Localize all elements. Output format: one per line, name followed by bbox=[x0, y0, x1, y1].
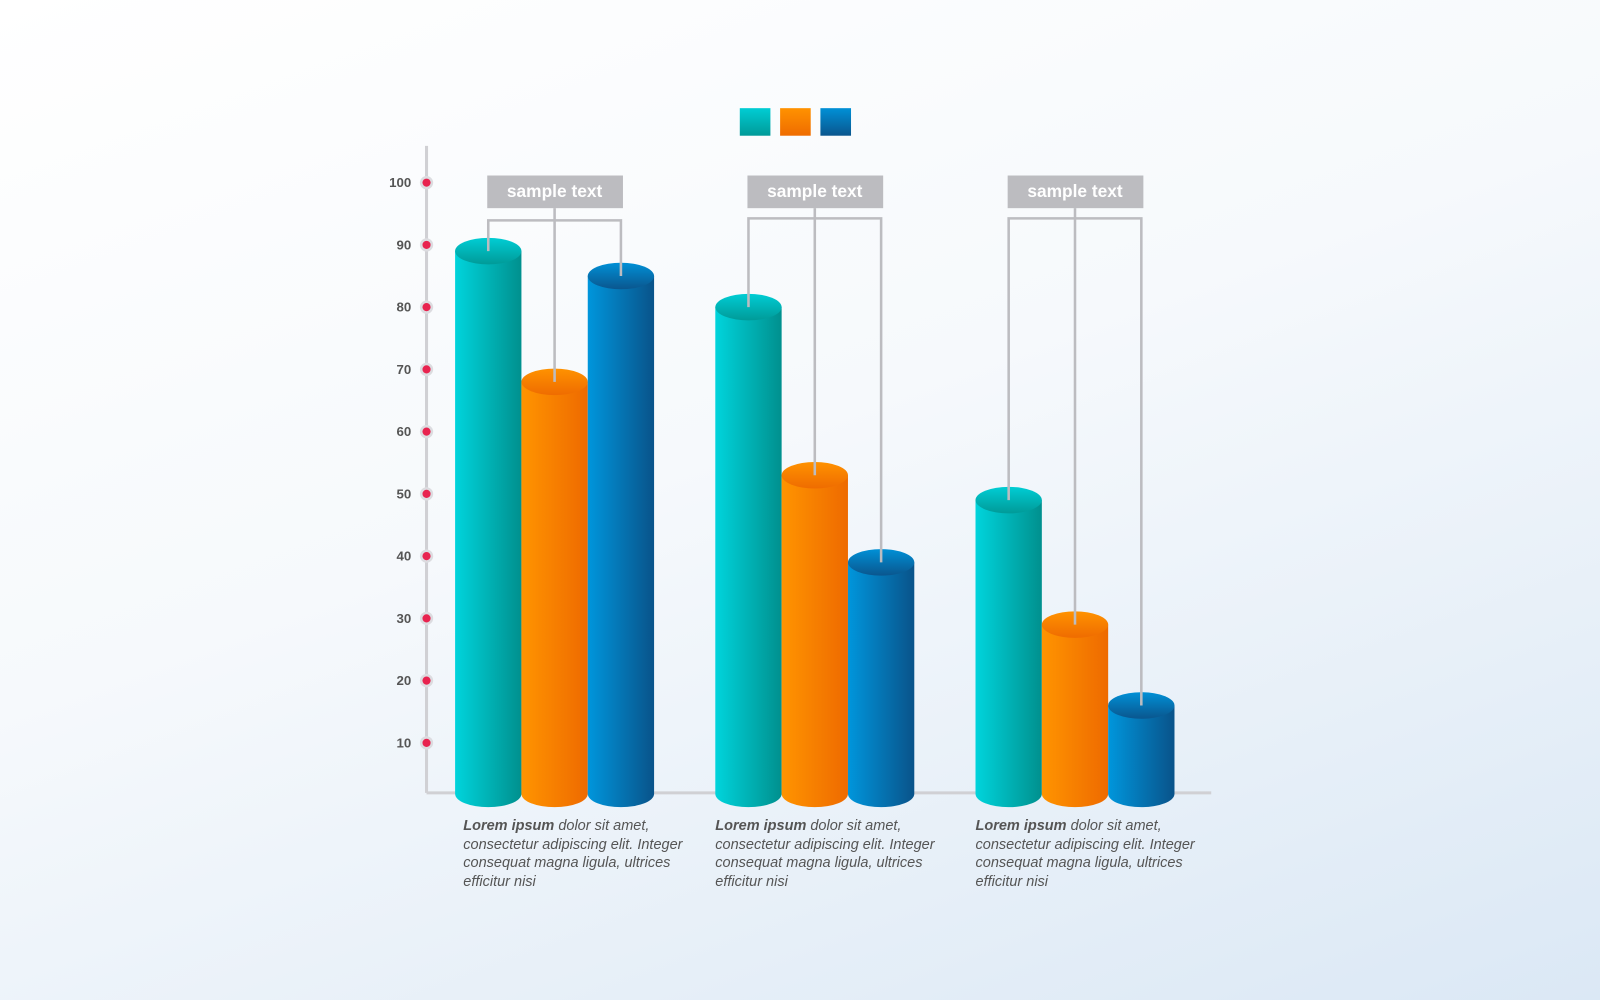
bar bbox=[975, 486, 1042, 808]
tick-dot bbox=[422, 427, 431, 436]
description-bold: Lorem ipsum bbox=[463, 818, 555, 835]
callout-label: sample text bbox=[1027, 181, 1123, 201]
legend-swatch bbox=[739, 108, 771, 136]
bar bbox=[781, 461, 848, 808]
category-description: Lorem ipsum dolor sit amet, consectetur … bbox=[463, 817, 683, 891]
bar bbox=[1041, 611, 1109, 808]
tick-dot bbox=[422, 489, 431, 498]
callout-box bbox=[1007, 175, 1144, 209]
y-tick-label: 100 bbox=[389, 175, 411, 190]
bar-body bbox=[781, 475, 848, 808]
description-text: dolor sit amet, consectetur adipiscing e… bbox=[975, 818, 1195, 890]
bar bbox=[1108, 692, 1175, 808]
description-text: dolor sit amet, consectetur adipiscing e… bbox=[463, 818, 683, 890]
category-description: Lorem ipsum dolor sit amet, consectetur … bbox=[976, 817, 1196, 891]
y-tick-label: 20 bbox=[396, 673, 411, 688]
tick-dot bbox=[422, 303, 431, 312]
tick-dot bbox=[422, 178, 431, 187]
callout-box bbox=[747, 175, 884, 209]
tick-dot bbox=[422, 738, 431, 747]
tick-dot bbox=[422, 614, 431, 623]
description-bold: Lorem ipsum bbox=[715, 818, 807, 835]
tick-dot bbox=[422, 676, 431, 685]
y-tick-label: 70 bbox=[396, 362, 411, 377]
y-tick-label: 90 bbox=[396, 237, 411, 252]
callout-label: sample text bbox=[507, 181, 603, 201]
bar-body bbox=[847, 562, 915, 808]
y-tick-label: 80 bbox=[396, 300, 411, 315]
bar bbox=[847, 549, 915, 808]
bar-body bbox=[975, 500, 1042, 808]
bar bbox=[715, 293, 782, 808]
y-tick-label: 50 bbox=[396, 486, 411, 501]
bar-body bbox=[1108, 705, 1175, 808]
tick-dot bbox=[422, 240, 431, 249]
bar-body bbox=[715, 307, 782, 808]
legend-swatch bbox=[780, 108, 811, 136]
tick-dot bbox=[422, 365, 431, 374]
callout-box bbox=[487, 175, 623, 209]
tick-dot bbox=[422, 552, 431, 561]
bar bbox=[587, 262, 655, 808]
description-bold: Lorem ipsum bbox=[975, 818, 1067, 835]
bar-body bbox=[1041, 624, 1109, 808]
category-description: Lorem ipsum dolor sit amet, consectetur … bbox=[715, 817, 935, 891]
bar-body bbox=[521, 381, 588, 808]
y-tick-label: 40 bbox=[396, 549, 411, 564]
bar-body bbox=[455, 251, 522, 808]
description-text: dolor sit amet, consectetur adipiscing e… bbox=[715, 818, 935, 890]
bar-body bbox=[587, 276, 655, 808]
legend-swatch bbox=[820, 108, 852, 136]
y-tick-label: 10 bbox=[396, 735, 411, 750]
y-tick-label: 30 bbox=[396, 611, 411, 626]
callout-label: sample text bbox=[767, 181, 863, 201]
y-tick-label: 60 bbox=[396, 424, 411, 439]
bar bbox=[521, 368, 588, 808]
bar bbox=[455, 237, 522, 808]
bar-top bbox=[715, 293, 782, 321]
